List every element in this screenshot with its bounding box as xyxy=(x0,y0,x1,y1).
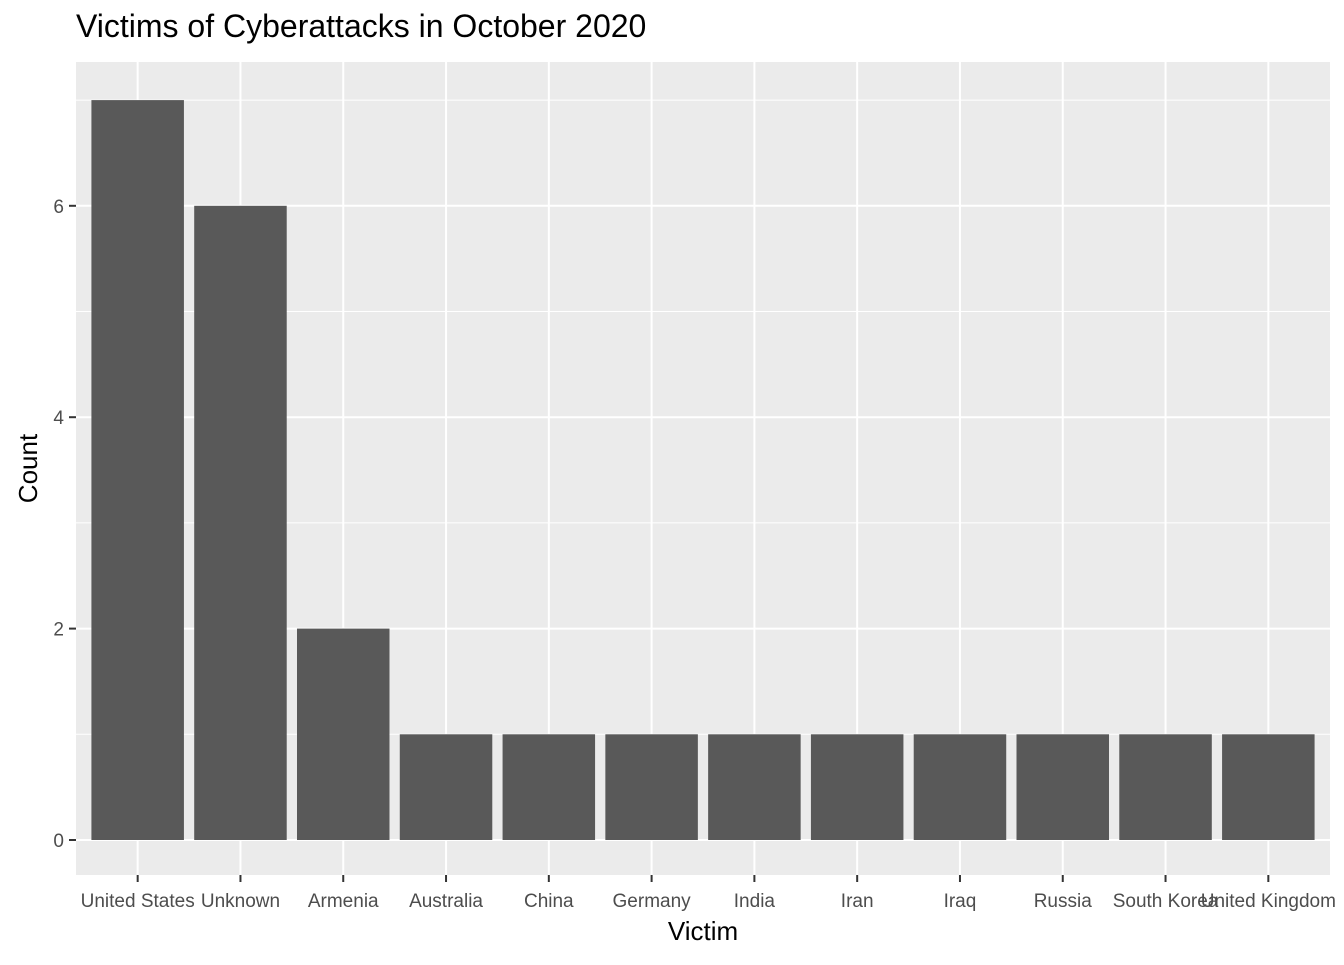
x-tick-label: Russia xyxy=(1034,891,1093,912)
x-tick-label: Germany xyxy=(613,891,692,912)
x-axis-title: Victim xyxy=(668,916,738,946)
x-tick-label: Unknown xyxy=(201,891,280,912)
x-tick-label: South Korea xyxy=(1113,891,1219,912)
x-tick-label: Iraq xyxy=(944,891,977,912)
bar xyxy=(91,100,184,841)
bar xyxy=(1222,734,1315,840)
y-tick-label: 0 xyxy=(53,831,64,852)
bar xyxy=(194,205,287,841)
x-axis: United States Unknown Armenia Australia Chin… xyxy=(81,875,1336,912)
bar xyxy=(913,734,1007,840)
chart-title: Victims of Cyberattacks in October 2020 xyxy=(76,8,647,44)
y-axis-title: Count xyxy=(13,433,43,503)
y-tick-label: 2 xyxy=(53,620,64,641)
x-tick-label: United States xyxy=(81,891,195,912)
bar xyxy=(1016,734,1110,840)
bar xyxy=(502,734,596,840)
bar xyxy=(1119,734,1212,840)
x-tick-label: United Kingdom xyxy=(1201,891,1336,912)
bar xyxy=(296,628,390,840)
x-tick-label: Australia xyxy=(409,891,483,912)
bars xyxy=(91,100,1315,841)
x-tick-label: Armenia xyxy=(308,891,379,912)
bar xyxy=(605,734,698,840)
x-tick-label: India xyxy=(734,891,776,912)
x-tick-label: China xyxy=(524,891,574,912)
bar xyxy=(810,734,904,840)
bar xyxy=(708,734,801,840)
x-tick-label: Iran xyxy=(841,891,874,912)
y-tick-label: 4 xyxy=(53,408,64,429)
y-tick-label: 6 xyxy=(53,197,64,218)
y-axis: 0 2 4 6 xyxy=(53,197,76,852)
bar xyxy=(399,734,493,840)
